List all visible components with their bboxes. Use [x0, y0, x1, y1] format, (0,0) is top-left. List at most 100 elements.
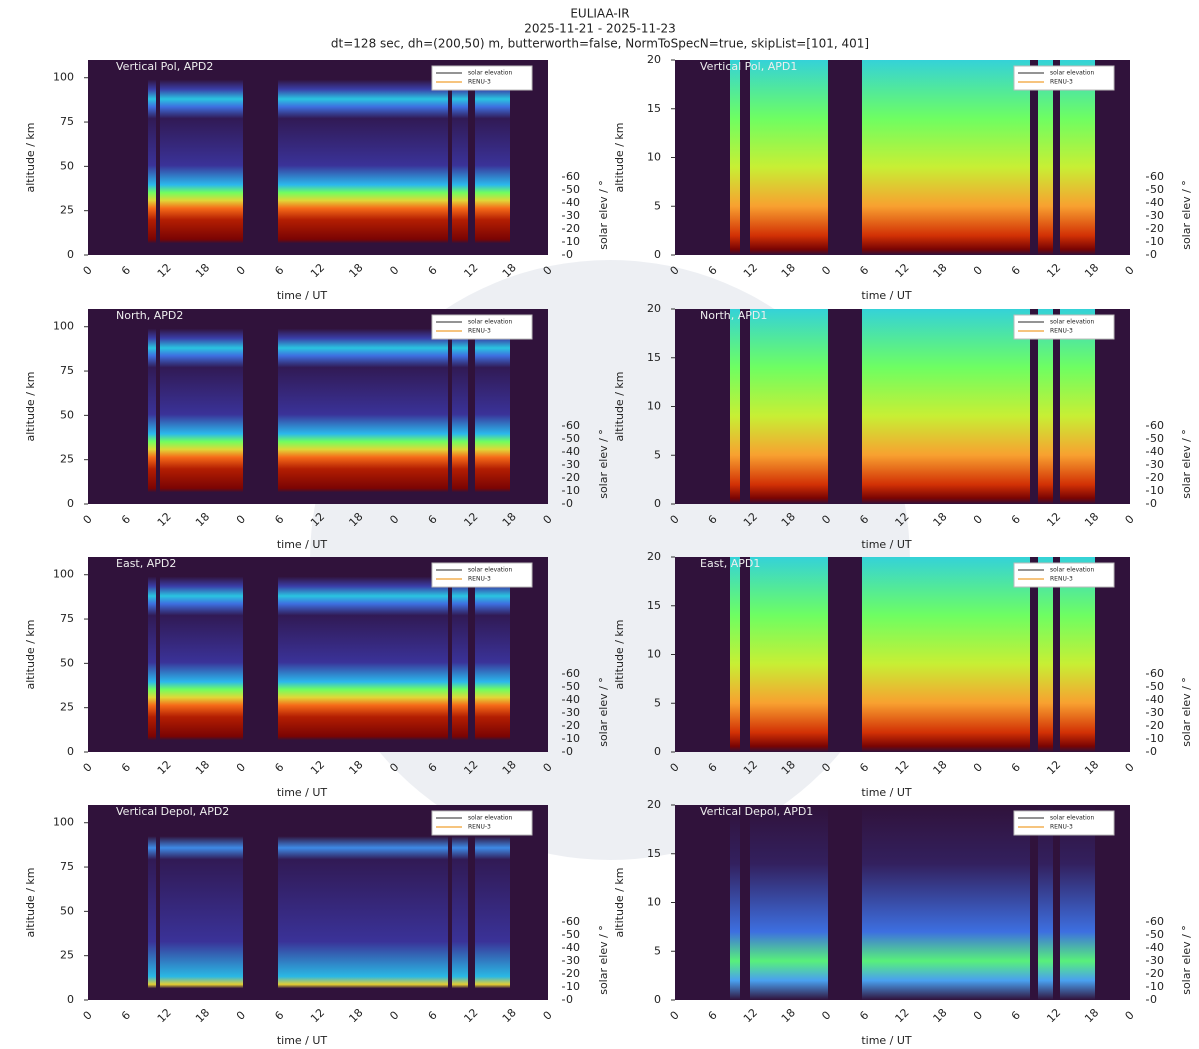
x-tick-label: 18	[1082, 261, 1101, 280]
y-tick-label: 75	[60, 612, 74, 625]
y2-axis-label: solar elev / °	[597, 180, 610, 250]
subtitle: 2025-11-21 - 2025-11-23	[524, 22, 675, 36]
x-tick-label: 0	[1123, 761, 1137, 775]
heatmap-block	[862, 805, 1030, 1000]
heatmap-block	[1060, 805, 1095, 1000]
heatmap-block	[148, 309, 156, 504]
panel: East, APD1 solar elevation RENU-3 0 5 10 15 20 a…	[613, 550, 1193, 799]
legend-label: solar elevation	[468, 567, 512, 574]
y2-tick-label: 0	[1150, 248, 1157, 261]
x-tick-label: 6	[119, 264, 133, 278]
y2-tick-label: 60	[566, 419, 580, 432]
panel-title: Vertical Pol, APD1	[700, 60, 797, 73]
y2-tick-label: 50	[1150, 432, 1164, 445]
y2-axis-label: solar elev / °	[1180, 180, 1193, 250]
legend-box	[431, 314, 533, 340]
x-axis-label: time / UT	[277, 1034, 328, 1047]
x-tick-label: 12	[1044, 261, 1063, 280]
heatmap-block	[452, 60, 468, 255]
x-axis-label: time / UT	[861, 538, 912, 551]
x-tick-label: 0	[668, 1009, 682, 1023]
heatmap-block	[475, 60, 510, 255]
heatmap-block	[1038, 805, 1053, 1000]
x-tick-label: 18	[193, 758, 212, 777]
y2-tick-label: 10	[1150, 484, 1164, 497]
x-tick-label: 12	[155, 758, 174, 777]
y2-tick-label: 20	[566, 471, 580, 484]
legend: solar elevation RENU-3	[1013, 810, 1115, 836]
y-tick-label: 100	[53, 71, 74, 84]
panel-title: Vertical Pol, APD2	[116, 60, 213, 73]
x-tick-label: 12	[893, 261, 912, 280]
panel-title: North, APD2	[116, 309, 183, 322]
y2-tick-label: 60	[566, 915, 580, 928]
heatmap-block	[278, 309, 448, 504]
x-tick-label: 18	[931, 510, 950, 529]
y2-axis-label: solar elev / °	[597, 925, 610, 995]
heatmap-block	[730, 805, 740, 1000]
panel-title: East, APD1	[700, 557, 760, 570]
legend-label: solar elevation	[1050, 319, 1094, 326]
y-tick-label: 15	[647, 351, 661, 364]
y2-tick-label: 0	[566, 745, 573, 758]
y-tick-label: 25	[60, 701, 74, 714]
panel: North, APD2 solar elevation RENU-3 0 25 50 75 1…	[24, 309, 610, 551]
heatmap-block	[862, 60, 1030, 255]
y2-tick-label: 20	[1150, 719, 1164, 732]
y2-axis-label: solar elev / °	[1180, 677, 1193, 747]
x-tick-label: 12	[308, 1006, 327, 1025]
y2-tick-label: 20	[566, 967, 580, 980]
heatmap-block	[452, 805, 468, 1000]
y-tick-label: 50	[60, 904, 74, 917]
x-tick-label: 0	[819, 264, 833, 278]
heatmap-block	[1038, 309, 1053, 504]
y-tick-label: 0	[654, 745, 661, 758]
y2-tick-label: 50	[1150, 183, 1164, 196]
heatmap-block	[1060, 557, 1095, 752]
y2-tick-label: 40	[1150, 445, 1164, 458]
y2-tick-label: 50	[566, 680, 580, 693]
y2-tick-label: 30	[1150, 954, 1164, 967]
y-tick-label: 50	[60, 408, 74, 421]
x-tick-label: 0	[971, 761, 985, 775]
x-axis-label: time / UT	[861, 289, 912, 302]
x-tick-label: 18	[1082, 510, 1101, 529]
heatmap-block	[475, 309, 510, 504]
y-tick-label: 25	[60, 204, 74, 217]
x-tick-label: 18	[346, 758, 365, 777]
x-tick-label: 12	[893, 758, 912, 777]
y-tick-label: 0	[654, 497, 661, 510]
legend: solar elevation RENU-3	[431, 65, 533, 91]
x-tick-label: 12	[1044, 510, 1063, 529]
x-axis-label: time / UT	[277, 538, 328, 551]
x-tick-label: 6	[1009, 1009, 1023, 1023]
y2-tick-label: 10	[1150, 980, 1164, 993]
y2-tick-label: 10	[1150, 732, 1164, 745]
panel: Vertical Pol, APD1 solar elevation RENU-3 0…	[613, 53, 1193, 302]
x-tick-label: 6	[119, 761, 133, 775]
x-tick-label: 6	[1009, 264, 1023, 278]
y-tick-label: 75	[60, 364, 74, 377]
x-tick-label: 12	[1044, 758, 1063, 777]
x-tick-label: 0	[819, 1009, 833, 1023]
y2-tick-label: 50	[566, 183, 580, 196]
x-tick-label: 18	[193, 1006, 212, 1025]
y-tick-label: 10	[647, 648, 661, 661]
panel: Vertical Depol, APD1 solar elevation RENU-…	[613, 798, 1193, 1047]
heatmap-block	[1060, 60, 1095, 255]
y2-tick-label: 50	[1150, 928, 1164, 941]
heatmap-block	[730, 557, 740, 752]
heatmap-block	[1038, 557, 1053, 752]
legend-label: RENU-3	[468, 824, 491, 831]
y2-axis-label: solar elev / °	[597, 677, 610, 747]
legend-label: solar elevation	[468, 319, 512, 326]
y-axis-label: altitude / km	[24, 620, 37, 690]
y2-tick-label: 10	[566, 235, 580, 248]
y-axis-label: altitude / km	[24, 123, 37, 193]
x-tick-label: 12	[308, 758, 327, 777]
y2-tick-label: 40	[566, 445, 580, 458]
y-tick-label: 20	[647, 53, 661, 66]
legend: solar elevation RENU-3	[1013, 562, 1115, 588]
x-tick-label: 6	[705, 264, 719, 278]
x-tick-label: 0	[234, 761, 248, 775]
